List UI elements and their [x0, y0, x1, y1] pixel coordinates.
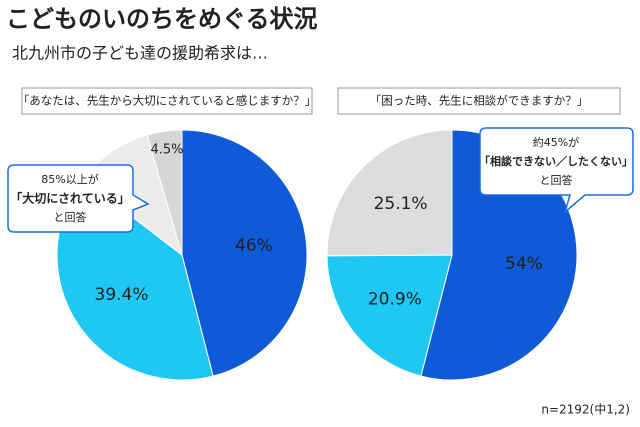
value-label: 54% — [505, 254, 543, 274]
pie-slice — [326, 129, 453, 257]
callout-text: 85%以上が — [41, 172, 98, 186]
value-label: 46% — [235, 236, 273, 256]
callout-box — [479, 127, 634, 215]
callout: 約45%が 「相談できない／したくない」 と回答 — [479, 127, 634, 215]
callout-text: と回答 — [540, 173, 573, 187]
pie-slice — [181, 129, 308, 377]
value-label: 39.4% — [95, 285, 149, 305]
title: こどものいのちをめぐる状況 — [6, 5, 318, 33]
callout-box — [7, 164, 150, 233]
pie-slice — [326, 254, 453, 377]
callout-text: 約45%が — [533, 135, 579, 149]
value-label: 25.1% — [374, 194, 428, 214]
note: n=2192(中1,2) — [541, 402, 630, 417]
callout-text: と回答 — [54, 210, 87, 224]
question-box — [337, 87, 621, 115]
question: 「困った時、先生に相談ができますか？」 — [370, 94, 589, 108]
question: 「あなたは、先生から大切にされていると感じますか？」 — [18, 94, 316, 108]
value-label: 4.5% — [151, 142, 184, 157]
value-label: 20.9% — [368, 290, 422, 310]
subtitle: 北九州市の子ども達の援助希求は… — [12, 44, 268, 63]
callout-text: 「大切にされている」 — [10, 191, 129, 206]
callout-text: 「相談できない／したくない」 — [479, 154, 633, 168]
question-box — [21, 87, 313, 115]
callout: 85%以上が 「大切にされている」 と回答 — [7, 164, 150, 233]
pie-slice — [146, 129, 183, 256]
